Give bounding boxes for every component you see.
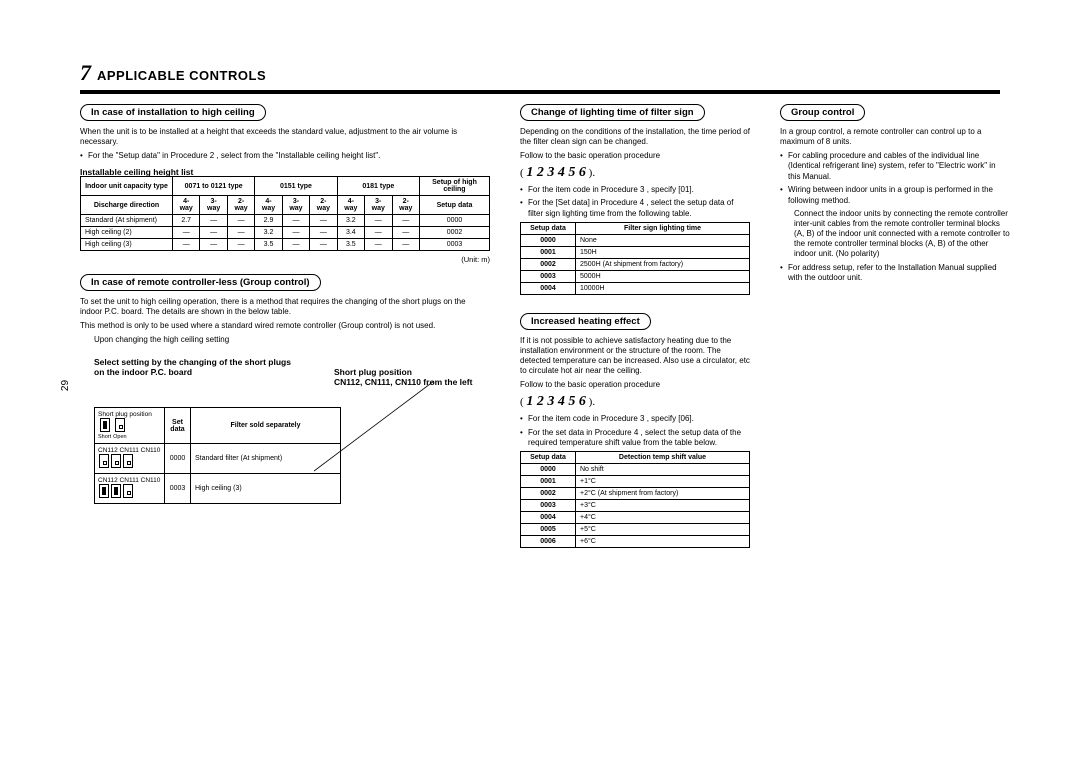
section-heading-filter-sign: Change of lighting time of filter sign (520, 104, 705, 121)
unit-label: (Unit: m) (80, 255, 490, 264)
body-text: To set the unit to high ceiling operatio… (80, 297, 490, 317)
short-plug-table-main: Short plug position Short Open Set data … (94, 407, 341, 504)
table-row: Standard (At shipment) 2.7—— 2.9—— 3.2——… (81, 215, 490, 227)
plug-legend-cell: Short plug position Short Open (95, 408, 165, 444)
table-row: CN112 CN111 CN110 0003 High ceiling (3) (95, 474, 341, 504)
body-text: Follow to the basic operation procedure (520, 380, 750, 390)
section-heading-install-high-ceiling: In case of installation to high ceiling (80, 104, 266, 121)
chapter-heading: 7 APPLICABLE CONTROLS (80, 60, 1000, 86)
bullet-text: For the item code in Procedure 3 , speci… (520, 414, 750, 424)
temp-shift-table: Setup dataDetection temp shift value 000… (520, 451, 750, 548)
chapter-title: APPLICABLE CONTROLS (97, 68, 266, 83)
section-heading-remote-less: In case of remote controller-less (Group… (80, 274, 321, 291)
procedure-sequence: ( 1 2 3 4 5 6 ). (520, 165, 750, 181)
bullet-text: Wiring between indoor units in a group i… (780, 185, 1010, 206)
section-heading-group-control: Group control (780, 104, 865, 121)
table-row: CN112 CN111 CN110 0000 Standard filter (… (95, 444, 341, 474)
body-text: Depending on the conditions of the insta… (520, 127, 750, 147)
pointer-line (314, 381, 454, 481)
body-text: Upon changing the high ceiling setting (94, 335, 490, 345)
body-text: In a group control, a remote controller … (780, 127, 1010, 147)
bullet-text: For the [Set data] in Procedure 4 , sele… (520, 198, 750, 219)
bullet-text: For cabling procedure and cables of the … (780, 151, 1010, 182)
table-row: High ceiling (3) ——— 3.5—— 3.5—— 0003 (81, 239, 490, 251)
body-text: Follow to the basic operation procedure (520, 151, 750, 161)
bullet-text: For address setup, refer to the Installa… (780, 263, 1010, 284)
sub-heading: Short plug position CN112, CN111, CN110 … (334, 357, 472, 397)
filter-sign-table: Setup dataFilter sign lighting time 0000… (520, 222, 750, 295)
body-text: When the unit is to be installed at a he… (80, 127, 490, 147)
body-text: If it is not possible to achieve satisfa… (520, 336, 750, 376)
body-text: This method is only to be used where a s… (80, 321, 490, 331)
procedure-sequence: ( 1 2 3 4 5 6 ). (520, 394, 750, 410)
chapter-number: 7 (80, 60, 91, 86)
bullet-text: For the "Setup data" in Procedure 2 , se… (80, 151, 490, 161)
divider (80, 90, 1000, 94)
body-text: Connect the indoor units by connecting t… (794, 209, 1010, 259)
page-number: 29 (60, 380, 71, 391)
bullet-text: For the item code in Procedure 3 , speci… (520, 185, 750, 195)
section-heading-heating: Increased heating effect (520, 313, 651, 330)
sub-heading: Select setting by the changing of the sh… (94, 357, 294, 397)
bullet-text: For the set data in Procedure 4 , select… (520, 428, 750, 449)
th: Indoor unit capacity type (81, 177, 173, 196)
ceiling-height-table-main: Indoor unit capacity type 0071 to 0121 t… (80, 176, 490, 251)
table-row: High ceiling (2) ——— 3.2—— 3.4—— 0002 (81, 227, 490, 239)
